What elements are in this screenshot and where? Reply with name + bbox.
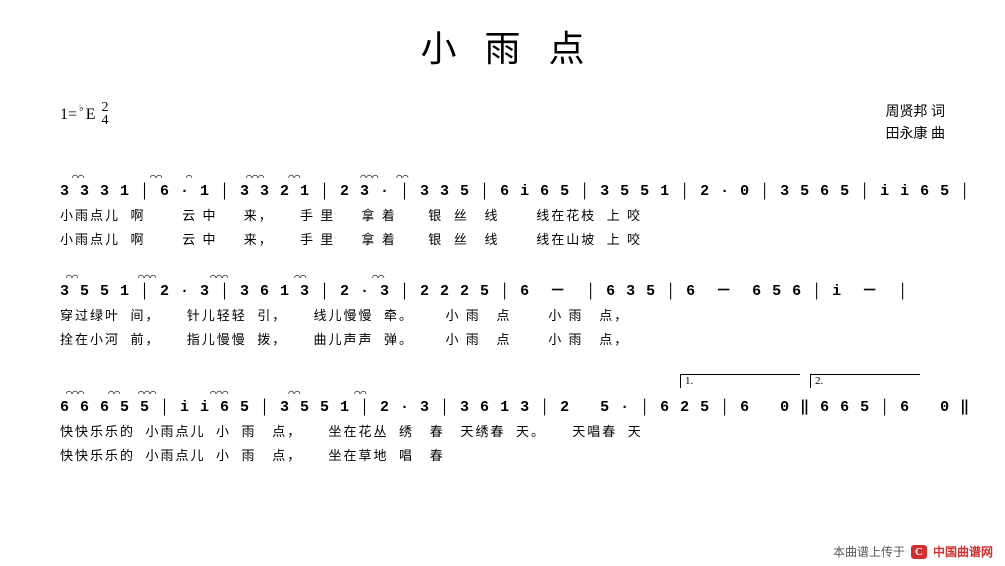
score-block-2: ⌒⌒ ⌒⌒⌒ ⌒⌒⌒ ⌒⌒ ⌒⌒ 3 5 5 1 │ 2 · 3 │ 3 6 1… xyxy=(60,272,945,350)
lyrics-line-3b: 快快乐乐的 小雨点儿 小 雨 点， 坐在草地 唱 春 xyxy=(60,447,945,465)
composer: 田永康 曲 xyxy=(886,124,946,146)
notation-line-1: 3 3 3 1 │ 6 · 1 │ 3 3 2 1 │ 2 3 · │ 3 3 … xyxy=(60,182,945,202)
slur-row-3: ⌒⌒⌒ ⌒⌒ ⌒⌒⌒ ⌒⌒⌒ ⌒⌒ ⌒⌒ xyxy=(60,388,945,398)
footer-site: 中国曲谱网 xyxy=(933,543,993,560)
footer-text: 本曲谱上传于 xyxy=(833,543,905,560)
lyrics-line-2b: 拴在小河 前， 指儿慢慢 拨， 曲儿声声 弹。 小 雨 点 小 雨 点， xyxy=(60,331,945,349)
song-title: 小雨点 xyxy=(60,20,945,72)
volta-1-label: 1. xyxy=(685,375,693,387)
score-block-1: ⌒⌒ ⌒⌒ ⌒ ⌒⌒⌒ ⌒⌒ ⌒⌒⌒ ⌒⌒ 3 3 3 1 │ 6 · 1 │ … xyxy=(60,172,945,250)
slur-row-2: ⌒⌒ ⌒⌒⌒ ⌒⌒⌒ ⌒⌒ ⌒⌒ xyxy=(60,272,945,282)
volta-1: 1. xyxy=(680,374,800,388)
lyrics-line-1b: 小雨点儿 啊 云 中 来， 手 里 拿 着 银 丝 线 线在山坡 上 咬 xyxy=(60,231,945,249)
lyricist: 周贤邦 词 xyxy=(886,102,946,124)
slur-row-1: ⌒⌒ ⌒⌒ ⌒ ⌒⌒⌒ ⌒⌒ ⌒⌒⌒ ⌒⌒ xyxy=(60,172,945,182)
lyrics-line-3a: 快快乐乐的 小雨点儿 小 雨 点， 坐在花丛 绣 春 天绣春 天。 天唱春 天 xyxy=(60,423,945,441)
sheet-music-page: 小雨点 1= ♭ E 2 4 周贤邦 词 田永康 曲 ⌒⌒ ⌒⌒ ⌒ ⌒⌒⌒ ⌒… xyxy=(0,0,1005,566)
lyrics-line-2a: 穿过绿叶 间， 针儿轻轻 引， 线儿慢慢 牵。 小 雨 点 小 雨 点， xyxy=(60,307,945,325)
notation-line-2: 3 5 5 1 │ 2 · 3 │ 3 6 1 3 │ 2 · 3 │ 2 2 … xyxy=(60,282,945,302)
time-signature: 2 4 xyxy=(102,102,109,127)
credits: 周贤邦 词 田永康 曲 xyxy=(886,102,946,147)
meta-row: 1= ♭ E 2 4 周贤邦 词 田永康 曲 xyxy=(60,102,945,147)
footer: 本曲谱上传于 C 中国曲谱网 xyxy=(833,543,993,560)
key-signature: 1= ♭ E 2 4 xyxy=(60,102,109,127)
score-block-3: 1. 2. ⌒⌒⌒ ⌒⌒ ⌒⌒⌒ ⌒⌒⌒ ⌒⌒ ⌒⌒ 6 6 6 5 5 │ i… xyxy=(60,372,945,466)
time-denominator: 4 xyxy=(102,115,109,128)
volta-2: 2. xyxy=(810,374,920,388)
notation-line-3: 6 6 6 5 5 │ i i 6 5 │ 3 5 5 1 │ 2 · 3 │ … xyxy=(60,398,945,418)
key-prefix: 1= xyxy=(60,106,77,124)
flat-sign: ♭ xyxy=(79,103,84,114)
key-note: E xyxy=(86,106,96,124)
volta-2-label: 2. xyxy=(815,375,823,387)
footer-logo: C xyxy=(911,545,927,559)
volta-row: 1. 2. xyxy=(60,372,945,388)
lyrics-line-1a: 小雨点儿 啊 云 中 来， 手 里 拿 着 银 丝 线 线在花枝 上 咬 xyxy=(60,207,945,225)
